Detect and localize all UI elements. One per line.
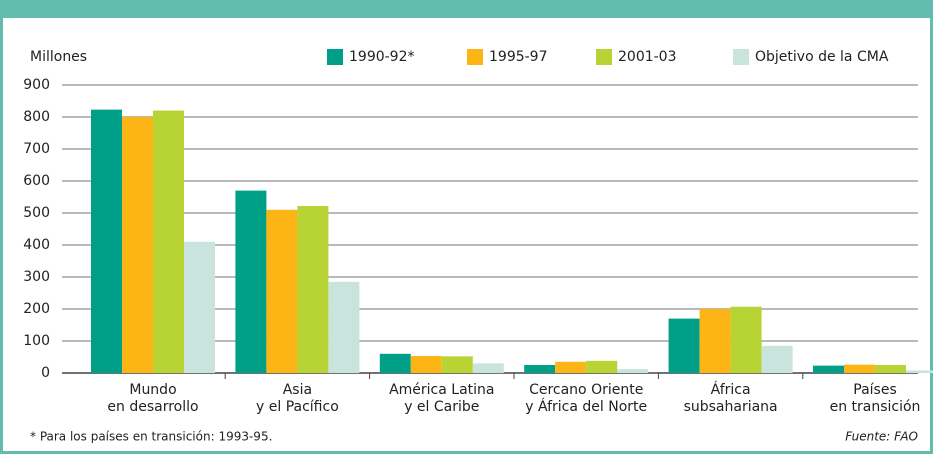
source: Fuente: FAO [845, 430, 918, 444]
bar [617, 369, 649, 373]
bar [699, 309, 731, 373]
x-tick-label: Mundo [129, 382, 176, 398]
bar [122, 117, 153, 373]
bar [328, 281, 360, 373]
bar [813, 365, 844, 373]
y-tick-label: 300 [23, 269, 50, 285]
y-tick-label: 200 [23, 301, 50, 317]
legend-label: Objetivo de la CMA [755, 49, 889, 65]
y-tick-label: 400 [23, 237, 50, 253]
legend-swatch [327, 49, 343, 65]
header-band [0, 0, 933, 18]
legend-label: 1995-97 [489, 49, 548, 65]
bar [730, 306, 762, 373]
bar [441, 356, 473, 373]
footnote: * Para los países en transición: 1993-95… [30, 430, 272, 444]
bar [844, 364, 875, 373]
y-tick-label: 500 [23, 205, 50, 221]
x-tick-label: y el Caribe [404, 399, 479, 415]
bar [91, 109, 122, 373]
y-tick-label: 800 [23, 109, 50, 125]
legend-swatch [733, 49, 749, 65]
bar [297, 205, 329, 373]
bar [379, 353, 411, 373]
bar [235, 190, 267, 373]
bar [184, 241, 215, 373]
x-tick-label: en desarrollo [107, 399, 198, 415]
x-tick-label: América Latina [389, 382, 494, 398]
x-tick-label: subsahariana [684, 399, 778, 415]
bar [555, 361, 587, 373]
y-tick-label: 900 [23, 77, 50, 93]
x-tick-label: África [711, 381, 751, 398]
y-tick-label: 0 [41, 365, 50, 381]
bar [875, 365, 906, 373]
bar [668, 318, 700, 373]
x-tick-label: y el Pacífico [256, 399, 339, 415]
x-tick-label: y África del Norte [525, 398, 647, 415]
x-tick-label: en transición [830, 399, 921, 415]
y-tick-label: 100 [23, 333, 50, 349]
legend-label: 1990-92* [349, 49, 415, 65]
x-tick-label: Asia [283, 382, 312, 398]
y-axis-label: Millones [30, 49, 87, 65]
x-tick-label: Cercano Oriente [529, 382, 643, 398]
x-tick-label: Países [853, 382, 896, 398]
legend-swatch [596, 49, 612, 65]
bar [153, 110, 184, 373]
bar [266, 209, 298, 373]
bar [586, 360, 618, 373]
bar [761, 345, 793, 373]
y-tick-label: 700 [23, 141, 50, 157]
legend-label: 2001-03 [618, 49, 677, 65]
y-tick-label: 600 [23, 173, 50, 189]
bar [906, 370, 933, 373]
bar [472, 363, 504, 373]
bar [410, 356, 442, 373]
legend-swatch [467, 49, 483, 65]
bar [524, 365, 556, 373]
